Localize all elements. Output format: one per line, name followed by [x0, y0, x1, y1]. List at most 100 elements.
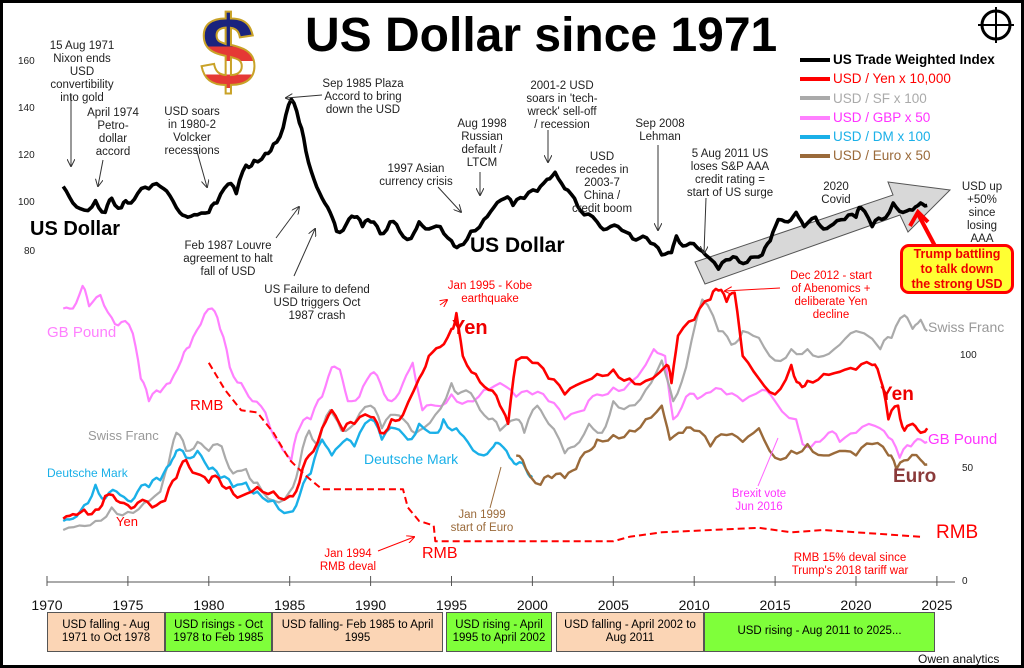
label-yen: Yen	[880, 384, 914, 405]
x-tick-label: 1980	[193, 597, 225, 613]
label-deutsche-mark: Deutsche Mark	[364, 451, 459, 467]
period-rising-1978-1985: USD risings - Oct 1978 to Feb 1985	[165, 612, 272, 652]
trump-callout: Trump battling to talk down the strong U…	[900, 244, 1014, 294]
annotation-nixon: 15 Aug 1971 Nixon ends USD convertibilit…	[49, 40, 115, 104]
label-swiss-franc: Swiss Franc	[88, 428, 159, 443]
x-tick-label: 1990	[355, 597, 387, 613]
legend: US Trade Weighted Index USD / Yen x 10,0…	[800, 50, 995, 166]
upper-y-tick: 80	[24, 246, 36, 257]
annotation-1987-crash: US Failure to defend USD triggers Oct 19…	[264, 284, 370, 322]
label-yen: Yen	[116, 514, 138, 529]
x-tick-label: 2025	[921, 597, 953, 613]
legend-label: USD / DM x 100	[833, 129, 931, 145]
x-tick-label: 2020	[840, 597, 872, 613]
annotation-kobe: Jan 1995 - Kobe earthquake	[447, 280, 533, 305]
legend-label: USD / Euro x 50	[833, 148, 931, 164]
label-euro: Euro	[893, 466, 937, 487]
annotation-covid: 2020 Covid	[821, 181, 851, 206]
abenomics-arrow	[725, 288, 781, 291]
kobe-arrow	[440, 300, 447, 305]
series-line-yen	[62, 287, 929, 520]
callout-arrowhead	[908, 208, 930, 227]
aaa-arrow	[704, 197, 706, 253]
annotation-rmb-tariff: RMB 15% deval since Trump's 2018 tariff …	[791, 552, 909, 577]
lower-y-tick: 0	[962, 576, 968, 587]
annotation-brexit: Brexit vote Jun 2016	[731, 488, 787, 513]
annotation-aaa: 5 Aug 2011 US loses S&P AAA credit ratin…	[686, 148, 774, 199]
x-tick-label: 2005	[597, 597, 629, 613]
legend-swatch	[800, 154, 830, 159]
annotation-plaza: Sep 1985 Plaza Accord to bring down the …	[322, 78, 404, 116]
series-line-rmb	[207, 362, 921, 543]
series-line-euro	[515, 404, 928, 486]
brexit-arrow	[757, 437, 779, 487]
annotation-tech-wreck: 2001-2 USD soars in 'tech- wreck' sell-o…	[526, 80, 598, 131]
period-falling-2002-2011: USD falling - April 2002 to Aug 2011	[556, 612, 704, 652]
x-tick-label: 1995	[435, 597, 468, 613]
asian-arrow	[437, 186, 461, 212]
label-us-dollar: US Dollar	[470, 234, 565, 257]
label-gb-pound: GB Pound	[928, 431, 998, 448]
label-yen: Yen	[452, 317, 488, 339]
petro-arrow	[98, 159, 104, 186]
legend-item-euro: USD / Euro x 50	[800, 146, 995, 165]
annotation-usd-up: USD up +50% since losing AAA	[961, 181, 1003, 245]
legend-swatch	[800, 57, 830, 62]
x-tick-label: 2015	[759, 597, 791, 613]
annotation-abenomics: Dec 2012 - start of Abenomics + delibera…	[790, 270, 872, 321]
upper-y-tick: 120	[18, 150, 35, 161]
callout-arrow	[916, 213, 937, 247]
x-tick-label: 2000	[516, 597, 548, 613]
upper-y-tick: 140	[18, 103, 35, 114]
label-rmb: RMB	[190, 397, 224, 414]
period-rising-1995-2002: USD rising - April 1995 to April 2002	[446, 612, 552, 652]
crosshair-logo-icon	[978, 7, 1014, 43]
legend-label: USD / Yen x 10,000	[833, 71, 951, 87]
upper-y-tick: 160	[18, 56, 35, 67]
legend-item-dm: USD / DM x 100	[800, 127, 995, 146]
legend-item-usd: US Trade Weighted Index	[800, 50, 995, 69]
label-us-dollar: US Dollar	[30, 218, 121, 240]
annotation-russia: Aug 1998 Russian default / LTCM	[457, 118, 507, 169]
series-line-gbp	[62, 284, 928, 462]
annotation-asian-crisis: 1997 Asian currency crisis	[379, 163, 453, 188]
label-swiss-franc: Swiss Franc	[928, 319, 1005, 335]
euro-arrow	[489, 466, 502, 509]
label-deutsche-mark: Deutsche Mark	[47, 466, 128, 480]
louvre-arrow	[275, 207, 299, 239]
x-tick-label: 1985	[274, 597, 306, 613]
series-line-dm	[62, 418, 534, 523]
annotation-petrodollar: April 1974 Petro- dollar accord	[87, 107, 139, 158]
annotation-arrows	[71, 95, 937, 552]
x-tick-label: 2010	[678, 597, 710, 613]
legend-swatch	[800, 96, 830, 101]
legend-swatch	[800, 76, 830, 81]
legend-label: US Trade Weighted Index	[833, 52, 995, 67]
annotation-louvre: Feb 1987 Louvre agreement to halt fall o…	[183, 240, 273, 278]
plaza-arrow	[286, 95, 323, 98]
x-axis	[46, 576, 955, 586]
logo-text: Owen analytics	[918, 652, 1000, 666]
lower-y-tick: 100	[960, 350, 977, 361]
legend-item-gbp: USD / GBP x 50	[800, 108, 995, 127]
label-gb-pound: GB Pound	[47, 324, 117, 341]
period-falling-1971-1978: USD falling - Aug 1971 to Oct 1978	[47, 612, 165, 652]
label-rmb: RMB	[422, 545, 458, 562]
upper-y-tick: 100	[18, 197, 35, 208]
owen-analytics-logo: Owen analytics	[918, 653, 999, 665]
legend-swatch	[800, 115, 830, 120]
dollar-flag-logo: $	[200, 0, 256, 108]
legend-item-sf: USD / SF x 100	[800, 89, 995, 108]
period-rising-2011-2025: USD rising - Aug 2011 to 2025...	[704, 612, 935, 652]
annotation-volcker: USD soars in 1980-2 Volcker recessions	[164, 106, 220, 157]
annotation-china: USD recedes in 2003-7 China / credit boo…	[571, 151, 633, 215]
lower-y-tick: 50	[962, 463, 974, 474]
x-tick-label: 1970	[31, 597, 63, 613]
legend-label: USD / GBP x 50	[833, 109, 931, 125]
legend-item-yen: USD / Yen x 10,000	[800, 69, 995, 88]
rmb-deval-arrow	[377, 537, 414, 552]
annotation-rmb-deval: Jan 1994 RMB deval	[319, 548, 377, 573]
series-line-usd	[61, 97, 928, 271]
